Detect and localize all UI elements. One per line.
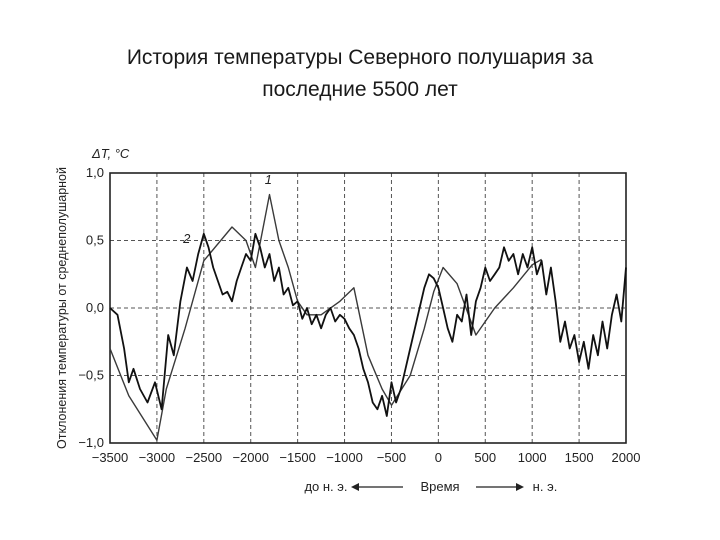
x-tick-label: 2000	[612, 450, 641, 465]
slide-title: История температуры Северного полушария …	[60, 42, 660, 106]
slide-title-line-2: последние 5500 лет	[262, 78, 458, 101]
x-tick-label: −3500	[92, 450, 129, 465]
y-tick-label: −1,0	[78, 435, 104, 450]
temperature-chart: −3500 −3000 −2500 −2000 −1500 −1000 −500 0 500 10…	[55, 146, 640, 494]
x-tick-label: −2000	[232, 450, 269, 465]
y-axis-unit: ΔT, °C	[91, 146, 130, 161]
x-axis-label: Время	[420, 479, 459, 494]
chart-figure: −3500 −3000 −2500 −2000 −1500 −1000 −500 0 500 10…	[48, 130, 648, 515]
series-lines	[109, 193, 627, 441]
annotations: 12	[182, 172, 272, 246]
y-tick-label: 0,5	[86, 233, 104, 248]
x-tick-label: 0	[435, 450, 442, 465]
y-tick-label: −0,5	[78, 368, 104, 383]
x-tick-label: 1500	[565, 450, 594, 465]
x-tick-label: −500	[377, 450, 406, 465]
x-tick-label: 500	[474, 450, 496, 465]
series-annotation: 1	[265, 172, 272, 187]
x-tick-label: −3000	[139, 450, 176, 465]
x-axis-bc-note: до н. э.	[304, 479, 347, 494]
x-tick-label: −2500	[186, 450, 223, 465]
y-tick-label: 1,0	[86, 165, 104, 180]
series-line-2	[109, 232, 627, 417]
x-tick-label: 1000	[518, 450, 547, 465]
y-tick-label: 0,0	[86, 300, 104, 315]
grid	[110, 173, 626, 443]
x-axis-ad-note: н. э.	[533, 479, 558, 494]
series-annotation: 2	[182, 231, 191, 246]
x-axis-arrow-left-head	[351, 483, 359, 491]
x-tick-label: −1000	[326, 450, 363, 465]
x-axis-arrow-right-head	[516, 483, 524, 491]
slide-title-line-1: История температуры Северного полушария …	[126, 46, 594, 69]
x-tick-label: −1500	[279, 450, 316, 465]
tick-labels: −3500 −3000 −2500 −2000 −1500 −1000 −500 0 500 10…	[78, 165, 640, 465]
y-axis-label: Отклонения температуры от среднеполушарн…	[55, 167, 69, 449]
